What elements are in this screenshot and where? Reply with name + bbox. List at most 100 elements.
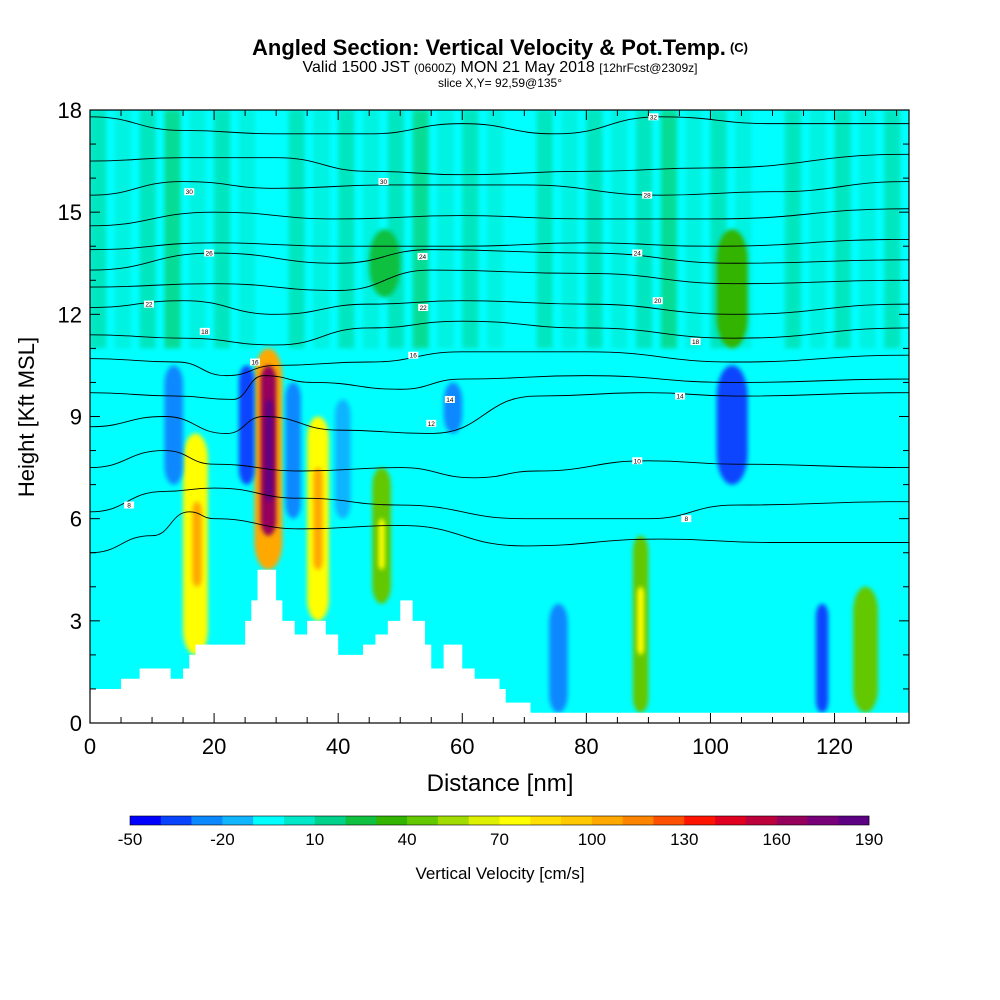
velocity-cell [716, 365, 748, 485]
x-tick-label: 80 [574, 734, 598, 759]
isentrope-labels: 32 30 30 28 26 24 24 22 22 20 18 18 16 16 14 14 12 10 8 8 [124, 113, 701, 523]
colorbar-swatch [160, 816, 192, 825]
isentrope-label-box [444, 395, 455, 403]
colorbar-swatch [622, 816, 654, 825]
colorbar: -50 -20 10 40 70 100 130 160 190 [118, 815, 883, 849]
isentrope-label: 16 [410, 353, 418, 360]
terrain-mask [90, 569, 909, 723]
isentrope-label: 26 [206, 251, 214, 258]
isentrope-label: 14 [676, 394, 684, 401]
colorbar-swatch [745, 816, 777, 825]
colorbar-tick-label: 70 [490, 830, 509, 849]
colorbar-frame [129, 815, 870, 826]
isentrope-label-box [199, 327, 210, 335]
velocity-cell [443, 382, 463, 434]
y-tick-label: 9 [70, 405, 82, 430]
isentrope-line [90, 238, 909, 251]
isentrope-label: 24 [634, 251, 642, 258]
background-band [338, 110, 355, 349]
isentrope-label-box [408, 351, 419, 359]
colorbar-swatch [314, 816, 346, 825]
isentrope-line [90, 320, 909, 346]
y-tick-label: 6 [70, 507, 82, 532]
subtitle-zulu: (0600Z) [414, 61, 457, 75]
isentrope-label-box [681, 515, 692, 523]
background-band [660, 110, 677, 349]
isentrope-line [90, 487, 909, 520]
colorbar-swatch [561, 816, 593, 825]
isentrope-label: 28 [644, 193, 652, 200]
colorbar-swatch [807, 816, 839, 825]
isentrope-line [90, 208, 909, 227]
velocity-cell [335, 399, 351, 519]
velocity-cell [853, 586, 878, 713]
copyright-mark: (C) [729, 40, 748, 55]
velocity-cell [192, 501, 202, 587]
velocity-cell [313, 467, 323, 570]
y-tick-label: 18 [58, 98, 82, 123]
colorbar-swatch [684, 816, 716, 825]
axes: 0 20 40 60 80 100 120 0 3 6 9 12 15 18 [58, 98, 909, 759]
subtitle-date: MON 21 May 2018 [460, 59, 595, 76]
isentrope-label-box [632, 249, 643, 257]
isentrope-label: 8 [684, 516, 688, 523]
colorbar-swatch [222, 816, 254, 825]
isentrope-label-box [204, 249, 215, 257]
isentrope-line [90, 249, 909, 271]
x-axis-label: Distance [nm] [427, 770, 574, 797]
colorbar-tick-label: 130 [670, 830, 698, 849]
subtitle-forecast: [12hrFcst@2309z] [599, 61, 698, 75]
colorbar-label: Vertical Velocity [cm/s] [415, 864, 585, 883]
background-band [114, 110, 131, 349]
background-band [561, 110, 578, 349]
velocity-cell [265, 399, 273, 502]
colorbar-tick-label: 100 [578, 830, 606, 849]
background-band [189, 110, 206, 349]
background-band [90, 110, 107, 349]
velocity-cell [637, 586, 645, 655]
isentrope-label: 10 [634, 458, 642, 465]
isentrope-label: 8 [127, 503, 131, 510]
isentrope-label: 12 [428, 421, 436, 428]
background-band [586, 110, 603, 349]
y-tick-label: 15 [58, 200, 82, 225]
colorbar-tick-label: 190 [855, 830, 883, 849]
isentrope-label: 18 [692, 339, 700, 346]
isentrope-line [90, 269, 909, 291]
chart-title: Angled Section: Vertical Velocity & Pot.… [252, 35, 748, 60]
background-band [462, 110, 479, 349]
background-band [636, 110, 653, 349]
isentrope-label-box [648, 113, 659, 121]
x-tick-label: 100 [692, 734, 729, 759]
colorbar-swatch [376, 816, 408, 825]
background-band [884, 110, 901, 349]
isentrope-label: 24 [419, 254, 427, 261]
y-tick-label: 3 [70, 609, 82, 634]
isentrope-label-box [642, 191, 653, 199]
isentrope-line [90, 300, 909, 315]
background-band [263, 110, 280, 349]
background-band [387, 110, 404, 349]
colorbar-swatch [130, 816, 162, 825]
colorbar-swatch [407, 816, 439, 825]
isentrope-line [90, 450, 909, 479]
colorbar-swatch [345, 816, 377, 825]
isentrope-label-box [426, 419, 437, 427]
y-tick-label: 0 [70, 711, 82, 736]
background-band [363, 110, 380, 349]
colorbar-tick-label: -50 [118, 830, 143, 849]
isentrope-label: 20 [654, 298, 662, 305]
isentrope-label-box [418, 304, 429, 312]
isentrope-label-box [632, 457, 643, 465]
colorbar-swatch [437, 816, 470, 825]
isentrope-label: 16 [251, 360, 259, 367]
velocity-cell [164, 365, 184, 485]
colorbar-tick-label: 40 [398, 830, 417, 849]
isentrope-line [90, 351, 909, 377]
background-band [313, 110, 330, 349]
slice-info: slice X,Y= 92,59@135° [437, 76, 563, 90]
velocity-cells [164, 229, 878, 713]
isentrope-label: 30 [380, 179, 388, 186]
colorbar-swatch [253, 816, 285, 825]
isentrope-label: 30 [186, 189, 194, 196]
